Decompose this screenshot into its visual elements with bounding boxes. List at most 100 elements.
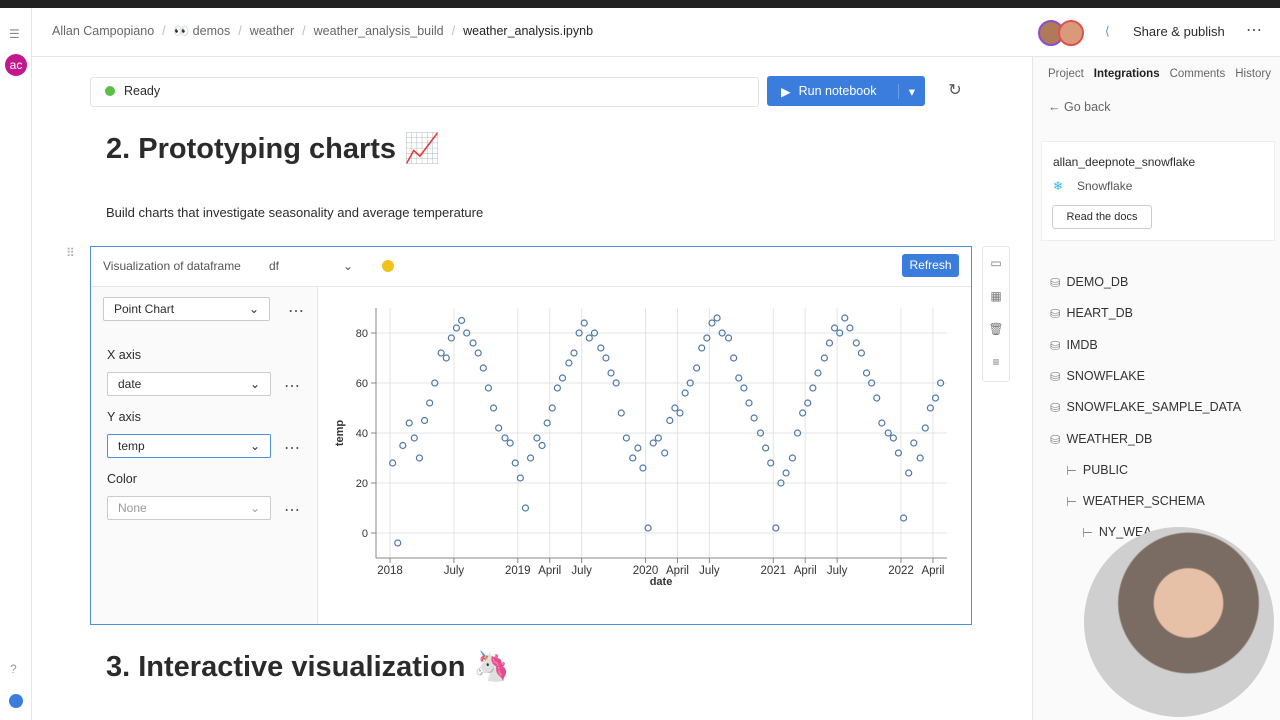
db-icon: ⛁	[1050, 369, 1061, 384]
point	[484, 384, 493, 392]
options[interactable]: ⋯	[284, 378, 300, 395]
point	[878, 419, 886, 427]
tab[interactable]: Project	[1048, 68, 1084, 80]
back-link[interactable]: ← Go back	[1048, 100, 1111, 114]
dataframe-value: df	[269, 259, 280, 273]
point	[538, 441, 546, 450]
y-select[interactable]: temp ⌄	[107, 434, 271, 458]
status-text: Ready	[124, 84, 161, 98]
breadcrumb[interactable]: weather	[249, 24, 295, 38]
point	[708, 319, 716, 327]
warning-icon[interactable]	[382, 260, 394, 272]
share-button[interactable]: Share & publish	[1133, 24, 1225, 39]
point	[597, 344, 605, 352]
point	[469, 339, 477, 347]
block-toolbar: ▭ ▦ 🗑 ≡	[982, 246, 1010, 382]
point	[846, 324, 854, 332]
tree-label: SNOWFLAKE	[1066, 368, 1145, 383]
breadcrumb[interactable]: Allan Campopiano	[52, 24, 155, 38]
point	[399, 441, 407, 450]
separator: /	[451, 24, 456, 38]
breadcrumb[interactable]: 👀 demos	[173, 24, 231, 38]
status-bar	[90, 77, 759, 107]
x-tick-label: April	[794, 565, 817, 577]
tool[interactable]: 🗑	[988, 322, 1004, 336]
color-select[interactable]: None ⌄	[107, 496, 271, 520]
separator: /	[302, 24, 306, 38]
point	[442, 354, 450, 362]
point	[661, 449, 669, 457]
point	[553, 384, 561, 392]
point	[782, 469, 790, 477]
point	[479, 364, 487, 372]
tool[interactable]: ≡	[992, 355, 1000, 369]
tree-item[interactable]: ⛁ SNOWFLAKE_SAMPLE_DATA	[1050, 400, 1241, 415]
tab[interactable]: History	[1235, 68, 1271, 80]
tree-item[interactable]: ⛁ WEATHER_DB	[1050, 432, 1152, 447]
point	[405, 419, 413, 427]
tree-label: HEART_DB	[1066, 306, 1133, 321]
drag-handle[interactable]: ⠿	[66, 246, 75, 260]
options[interactable]: ⋯	[284, 502, 300, 519]
point	[718, 329, 726, 337]
menu-icon[interactable]: ☰	[9, 27, 20, 41]
paragraph: Build charts that investigate seasonalit…	[106, 205, 484, 220]
tab[interactable]: Comments	[1169, 68, 1226, 80]
options[interactable]: ⋯	[284, 440, 300, 457]
y-tick-label: 60	[356, 378, 368, 390]
options[interactable]: ⋯	[288, 303, 304, 320]
point	[389, 459, 397, 467]
point	[671, 404, 679, 412]
tab[interactable]: Integrations	[1093, 68, 1160, 80]
avatar[interactable]: ac	[5, 54, 27, 76]
refresh-icon[interactable]: ↻	[948, 82, 962, 99]
point	[852, 339, 860, 347]
point	[420, 416, 429, 425]
y-axis-title: temp	[334, 420, 346, 447]
point	[788, 454, 797, 462]
run-button[interactable]: ▶ Run notebook ▾	[767, 76, 925, 106]
point	[666, 416, 674, 425]
point	[862, 369, 871, 377]
tree-item[interactable]: ⛁ DEMO_DB	[1050, 275, 1128, 290]
status-dot	[105, 86, 115, 96]
x-tick-label: 2018	[377, 565, 403, 577]
db-icon: ⛁	[1050, 276, 1061, 290]
top-strip	[0, 0, 1280, 8]
dataframe-select[interactable]: df ⌄	[258, 255, 364, 277]
refresh-button[interactable]: Refresh	[902, 254, 959, 277]
color-value: None	[118, 501, 147, 515]
point	[868, 379, 876, 387]
point	[772, 524, 780, 532]
x-select[interactable]: date ⌄	[107, 372, 271, 396]
point	[622, 434, 630, 442]
tree-label: WEATHER_SCHEMA	[1082, 494, 1205, 509]
tree-item[interactable]: ⛁ SNOWFLAKE	[1050, 369, 1145, 384]
tool[interactable]: ▦	[990, 289, 1002, 303]
tree-item[interactable]: ⛁ IMDB	[1050, 338, 1098, 353]
separator: /	[238, 24, 242, 38]
field-label: Y axis	[107, 410, 141, 424]
point	[889, 434, 897, 442]
tree-item[interactable]: ⛁ HEART_DB	[1050, 306, 1133, 321]
tabs: Project Integrations Comments History	[1048, 68, 1271, 80]
help-icon[interactable]: ?	[10, 662, 17, 676]
field-label: Color	[107, 472, 137, 486]
logo	[9, 694, 23, 708]
breadcrumb[interactable]: weather_analysis.ipynb	[463, 24, 594, 38]
chart-kind-select[interactable]: Point Chart ⌄	[103, 297, 270, 321]
integration-type: Snowflake	[1077, 179, 1133, 193]
point	[516, 474, 524, 482]
tool[interactable]: ▭	[990, 256, 1002, 270]
db-icon: ⛁	[1050, 338, 1061, 353]
db-icon: ⊢	[1066, 463, 1077, 478]
tree-item[interactable]: ⊢ PUBLIC	[1066, 463, 1128, 478]
x-tick-label: July	[571, 565, 592, 577]
db-icon: ⊢	[1082, 526, 1093, 541]
breadcrumb[interactable]: weather_analysis_build	[313, 24, 444, 38]
tree-item[interactable]: ⊢ WEATHER_SCHEMA	[1066, 494, 1205, 509]
docs-button[interactable]: Read the docs	[1052, 205, 1152, 229]
x-tick-label: 2021	[760, 565, 786, 577]
more-menu[interactable]: ⋯	[1246, 22, 1262, 39]
point	[649, 439, 657, 447]
